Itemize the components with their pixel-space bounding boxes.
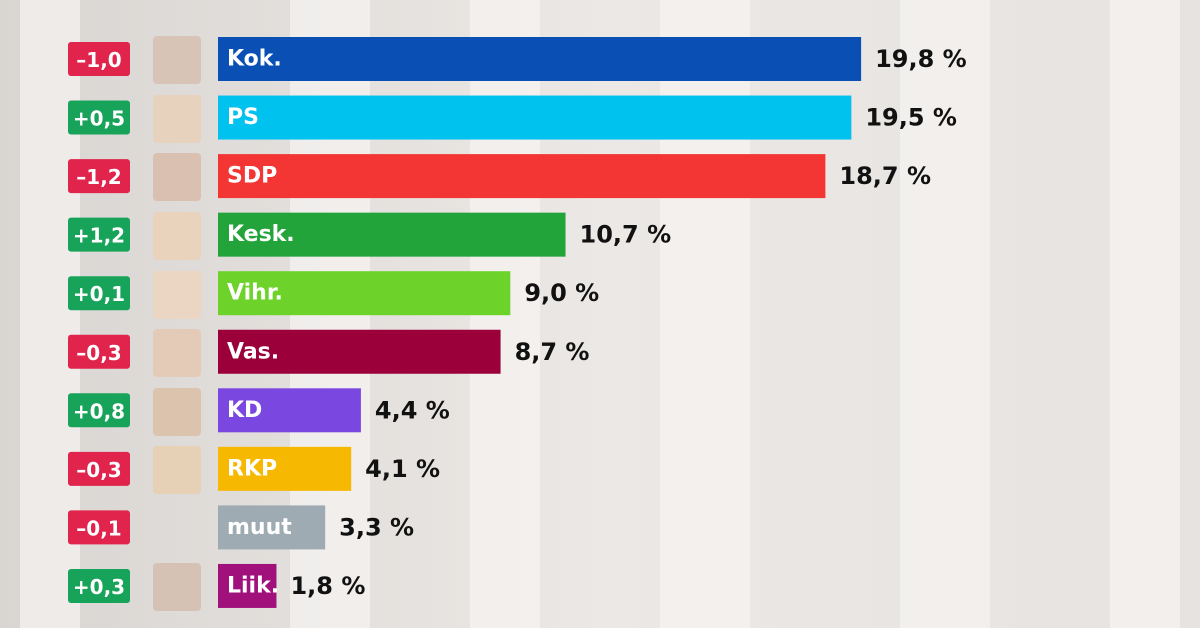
change-label: +1,2 [73, 224, 125, 248]
change-badge [68, 100, 130, 135]
change-badge [68, 217, 130, 252]
value-label: 19,8 % [875, 45, 967, 73]
category-label: RKP [227, 456, 277, 481]
change-label: –1,0 [76, 48, 121, 72]
category-label: Vihr. [227, 281, 283, 306]
change-label: +0,8 [73, 399, 125, 423]
change-label: –0,3 [76, 341, 121, 365]
bar [218, 329, 501, 374]
value-label: 4,4 % [375, 396, 450, 424]
value-label: 9,0 % [524, 279, 599, 307]
bar [218, 505, 326, 550]
change-badge [68, 276, 130, 311]
category-label: KD [227, 398, 262, 423]
change-label: –0,3 [76, 458, 121, 482]
category-label: Vas. [227, 339, 279, 364]
bar [218, 212, 566, 257]
value-label: 19,5 % [865, 104, 957, 132]
category-label: Kesk. [227, 222, 295, 247]
change-badge [68, 159, 130, 194]
portraits [153, 36, 201, 611]
bar [218, 95, 852, 140]
change-badge [68, 393, 130, 428]
change-label: +0,5 [73, 107, 125, 131]
value-label: 1,8 % [290, 572, 365, 600]
bar [218, 388, 361, 433]
bar [218, 37, 862, 81]
change-badge [68, 451, 130, 486]
category-label: SDP [227, 164, 277, 189]
change-badge [68, 510, 130, 545]
category-label: muut [227, 515, 292, 540]
change-badge [68, 42, 130, 76]
value-label: 3,3 % [339, 513, 414, 541]
change-label: –0,1 [76, 516, 121, 540]
bar [218, 271, 511, 316]
bar [218, 563, 277, 608]
change-label: +0,1 [73, 282, 125, 306]
change-label: +0,3 [73, 575, 125, 599]
value-label: 18,7 % [839, 162, 931, 190]
change-badge [68, 334, 130, 369]
change-badge [68, 568, 130, 603]
change-label: –1,2 [76, 165, 121, 189]
category-label: Kok. [227, 47, 282, 72]
category-label: Liik. [227, 573, 279, 598]
value-label: 4,1 % [365, 455, 440, 483]
value-label: 8,7 % [515, 338, 590, 366]
bar [218, 154, 826, 199]
category-label: PS [227, 105, 259, 130]
bar [218, 446, 352, 491]
value-label: 10,7 % [580, 221, 672, 249]
